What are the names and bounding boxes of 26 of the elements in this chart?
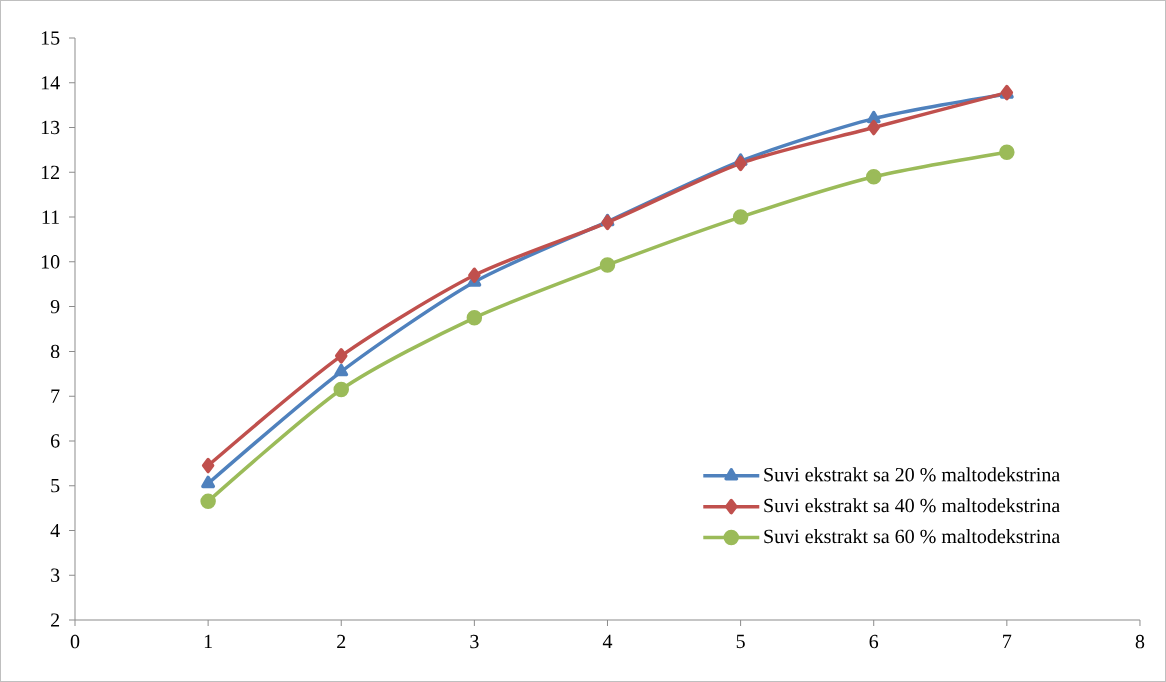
y-tick-label: 15 [41,31,60,45]
x-tick-label: 5 [736,634,745,649]
y-tick-label: 2 [51,613,60,627]
y-tick-label: 10 [41,255,60,269]
x-tick-label: 8 [1135,634,1145,649]
x-tick-label: 2 [337,634,346,649]
y-tick-label: 4 [50,523,60,538]
x-tick-label: 4 [602,634,613,649]
x-tick-label: 0 [70,634,80,649]
y-tick-label: 9 [50,299,60,314]
x-tick-label: 7 [1003,634,1012,648]
y-tick-label: 5 [51,479,60,493]
y-tick-label: 3 [51,568,60,582]
y-tick-label: 6 [51,434,60,448]
y-tick-label: 8 [50,344,60,359]
x-tick-label: 6 [869,634,879,649]
x-tick-label: 3 [470,634,479,649]
y-tick-label: 7 [51,389,60,403]
y-tick-label: 13 [41,120,60,135]
legend-label: Suvi ekstrakt sa 60 % maltodekstrina [764,529,1060,544]
y-tick-label: 12 [41,165,60,179]
legend-label: Suvi ekstrakt sa 40 % maltodekstrina [764,498,1060,513]
y-tick-label: 14 [41,76,60,90]
x-tick-label: 1 [204,634,212,649]
y-tick-label: 11 [42,210,59,224]
legend-label: Suvi ekstrakt sa 20 % maltodekstrina [764,467,1060,482]
